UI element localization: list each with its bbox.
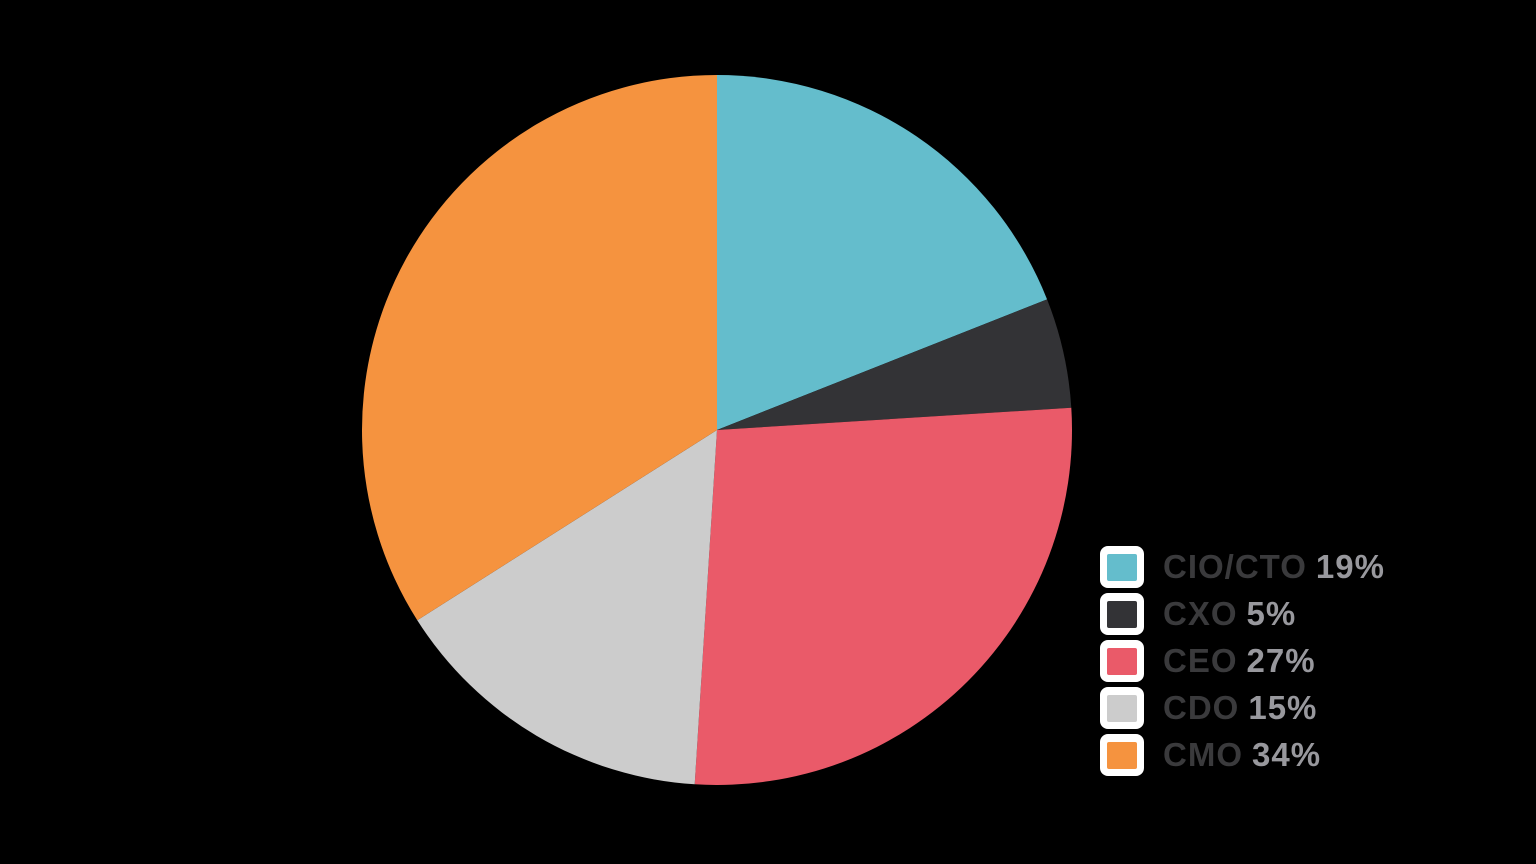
legend-swatch-cmo [1100,734,1144,776]
legend-swatch-cio-cto [1100,546,1144,588]
pie-slice-cxo [717,299,1072,430]
pie-slice-ceo [694,407,1072,785]
legend-label: CMO [1163,736,1243,773]
legend: CIO/CTO 19% CXO 5% CEO 27% CDO 15% [1100,546,1385,776]
legend-entry-text: CDO 15% [1163,687,1317,729]
legend-entry-text: CMO 34% [1163,734,1321,776]
legend-item-cxo: CXO 5% [1100,593,1385,635]
legend-swatch-color [1107,600,1137,628]
legend-label: CIO/CTO [1163,548,1307,585]
legend-value: 19% [1315,548,1385,585]
legend-value: 15% [1248,689,1318,726]
legend-value: 5% [1246,595,1297,632]
legend-swatch-color [1107,553,1137,581]
legend-label: CDO [1163,689,1240,726]
legend-swatch-cdo [1100,687,1144,729]
legend-item-cdo: CDO 15% [1100,687,1385,729]
legend-item-cio-cto: CIO/CTO 19% [1100,546,1385,588]
legend-entry-text: CEO 27% [1163,640,1316,682]
legend-label: CEO [1163,642,1238,679]
legend-swatch-cxo [1100,593,1144,635]
legend-item-cmo: CMO 34% [1100,734,1385,776]
pie-slice-cio-cto [717,75,1048,430]
legend-item-ceo: CEO 27% [1100,640,1385,682]
legend-value: 27% [1246,642,1316,679]
legend-label: CXO [1163,595,1238,632]
legend-value: 34% [1252,736,1322,773]
pie-slice-cmo [362,75,717,621]
legend-swatch-color [1107,647,1137,675]
pie-slice-cdo [417,430,717,785]
legend-swatch-color [1107,741,1137,769]
pie-chart [362,75,1072,785]
legend-swatch-ceo [1100,640,1144,682]
legend-entry-text: CIO/CTO 19% [1163,546,1385,588]
legend-swatch-color [1107,694,1137,722]
legend-entry-text: CXO 5% [1163,593,1296,635]
